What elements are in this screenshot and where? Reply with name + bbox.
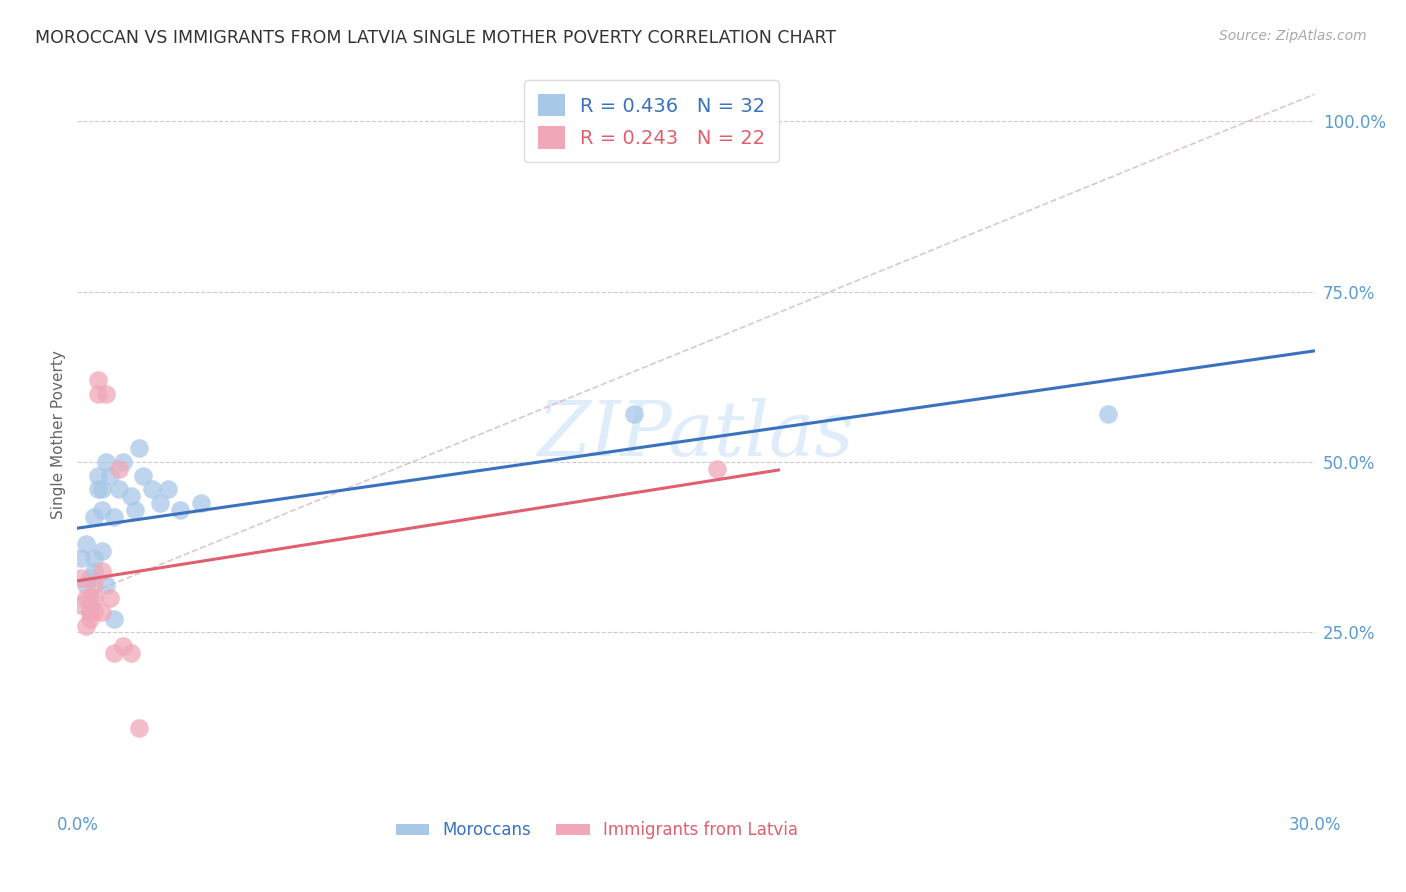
Y-axis label: Single Mother Poverty: Single Mother Poverty (51, 351, 66, 519)
Point (149, 496, 172, 510)
Point (79, 605, 101, 619)
Point (83, 564, 105, 578)
Legend: Moroccans, Immigrants from Latvia: Moroccans, Immigrants from Latvia (389, 814, 804, 846)
Text: MOROCCAN VS IMMIGRANTS FROM LATVIA SINGLE MOTHER POVERTY CORRELATION CHART: MOROCCAN VS IMMIGRANTS FROM LATVIA SINGL… (35, 29, 837, 46)
Point (83, 578, 105, 592)
Point (83, 509, 105, 524)
Point (107, 462, 129, 476)
Point (120, 646, 142, 660)
Point (623, 408, 645, 422)
Point (91, 543, 114, 558)
Point (132, 468, 155, 483)
Point (120, 489, 142, 503)
Point (111, 455, 134, 469)
Point (98, 591, 121, 606)
Point (91, 605, 114, 619)
Point (107, 483, 129, 497)
Point (128, 721, 150, 735)
Point (103, 509, 125, 524)
Point (70, 598, 93, 612)
Point (87, 387, 110, 401)
Point (157, 483, 180, 497)
Point (141, 483, 163, 497)
Point (91, 483, 114, 497)
Point (75, 537, 97, 551)
Point (70, 571, 93, 585)
Point (103, 646, 125, 660)
Point (111, 639, 134, 653)
Point (91, 564, 114, 578)
Text: ZIPatlas: ZIPatlas (537, 398, 855, 472)
Point (79, 605, 101, 619)
Point (79, 571, 101, 585)
Point (103, 612, 125, 626)
Point (1097, 408, 1119, 422)
Point (91, 503, 114, 517)
Point (83, 550, 105, 565)
Point (169, 503, 191, 517)
Point (87, 468, 110, 483)
Point (98, 468, 121, 483)
Point (128, 442, 150, 456)
Point (70, 550, 93, 565)
Point (190, 496, 212, 510)
Point (75, 578, 97, 592)
Text: Source: ZipAtlas.com: Source: ZipAtlas.com (1219, 29, 1367, 43)
Point (87, 483, 110, 497)
Point (706, 462, 728, 476)
Point (87, 373, 110, 387)
Point (96, 578, 118, 592)
Point (96, 387, 118, 401)
Point (75, 591, 97, 606)
Point (79, 591, 101, 606)
Point (83, 605, 105, 619)
Point (83, 591, 105, 606)
Point (79, 612, 101, 626)
Point (96, 455, 118, 469)
Point (124, 503, 146, 517)
Point (79, 598, 101, 612)
Point (75, 618, 97, 632)
